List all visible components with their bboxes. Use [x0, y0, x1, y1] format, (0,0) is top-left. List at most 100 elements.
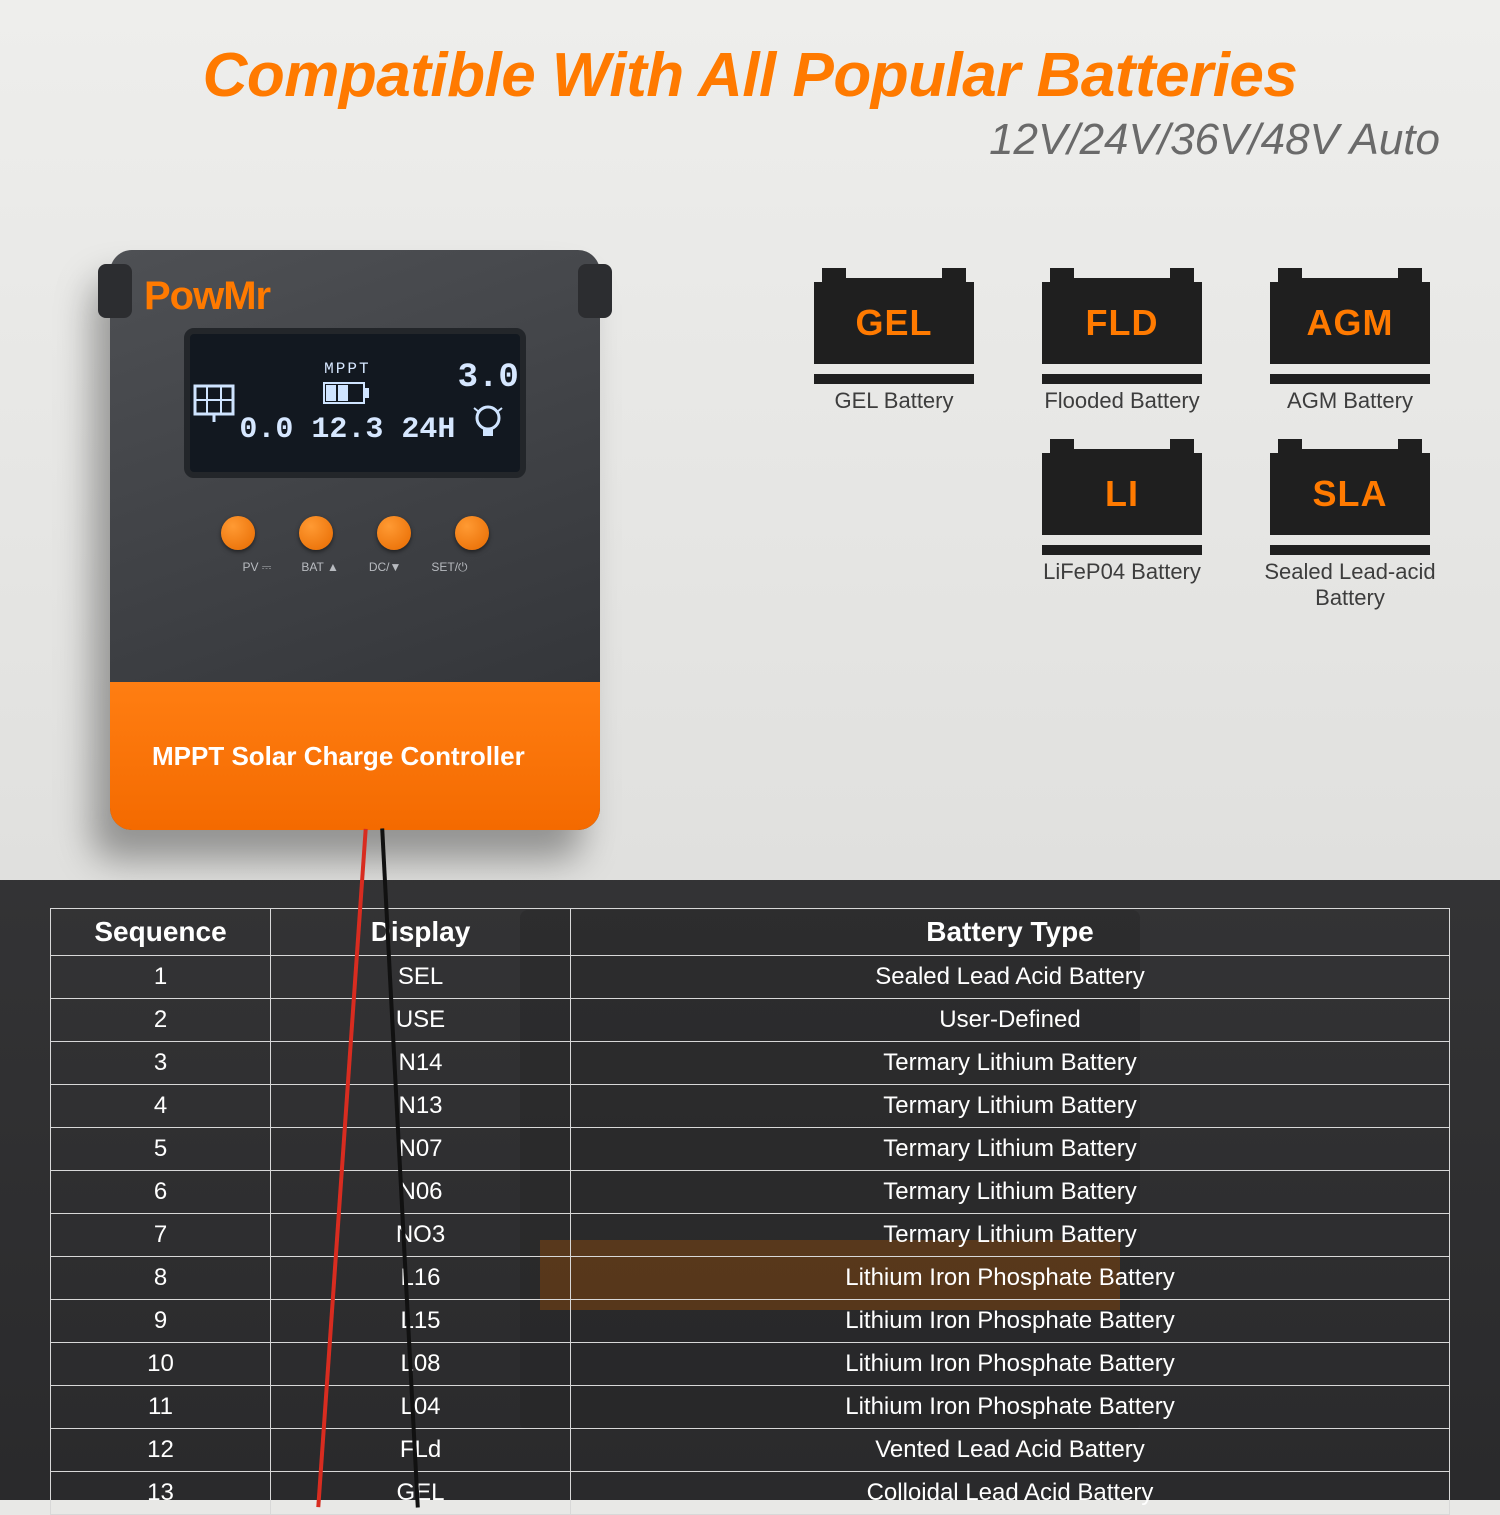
table-head-row: SequenceDisplayBattery Type — [51, 909, 1450, 956]
device-lcd: MPPT 0.0 12.3 24H 3.0 — [184, 328, 526, 478]
btn-label-4: SET/⏻ — [431, 560, 467, 575]
table-cell: 11 — [51, 1386, 271, 1429]
table-cell: Termary Lithium Battery — [571, 1085, 1450, 1128]
table-row: 1SELSealed Lead Acid Battery — [51, 956, 1450, 999]
battery-code: SLA — [1313, 473, 1388, 515]
table-cell: NO3 — [271, 1214, 571, 1257]
table-cell: N14 — [271, 1042, 571, 1085]
table-row: 7NO3Termary Lithium Battery — [51, 1214, 1450, 1257]
lcd-v1: 0.0 — [239, 413, 293, 447]
battery-label: Sealed Lead-acid Battery — [1248, 559, 1452, 610]
table-cell: L08 — [271, 1343, 571, 1386]
device-brand: PowMr — [144, 274, 270, 319]
table-cell: GEL — [271, 1472, 571, 1515]
battery-code: GEL — [855, 302, 932, 344]
battery-label: Flooded Battery — [1044, 388, 1199, 413]
device-button-1[interactable] — [221, 516, 255, 550]
headline: Compatible With All Popular Batteries — [0, 0, 1500, 111]
table-cell: N07 — [271, 1128, 571, 1171]
table-cell: Termary Lithium Battery — [571, 1214, 1450, 1257]
table-cell: N06 — [271, 1171, 571, 1214]
battery-label: GEL Battery — [834, 388, 953, 413]
lcd-v2: 12.3 — [311, 413, 383, 447]
table-cell: USE — [271, 999, 571, 1042]
table-cell: N13 — [271, 1085, 571, 1128]
table-cell: SEL — [271, 956, 571, 999]
table-cell: Lithium Iron Phosphate Battery — [571, 1343, 1450, 1386]
table-cell: 6 — [51, 1171, 271, 1214]
table-header-cell: Sequence — [51, 909, 271, 956]
sub-headline: 12V/24V/36V/48V Auto — [0, 115, 1500, 165]
table-cell: 9 — [51, 1300, 271, 1343]
device-buttons — [110, 516, 600, 550]
table-header-cell: Battery Type — [571, 909, 1450, 956]
table-cell: FLd — [271, 1429, 571, 1472]
battery-cell: SLA Sealed Lead-acid Battery — [1248, 439, 1452, 610]
battery-cell: LILiFeP04 Battery — [1020, 439, 1224, 610]
battery-code: FLD — [1086, 302, 1159, 344]
table-row: 10L08Lithium Iron Phosphate Battery — [51, 1343, 1450, 1386]
table-cell: Termary Lithium Battery — [571, 1171, 1450, 1214]
charge-controller-device: PowMr MPPT 0.0 12.3 24H — [110, 250, 600, 830]
battery-bar-icon — [323, 382, 371, 409]
table-cell: 7 — [51, 1214, 271, 1257]
device-button-3[interactable] — [377, 516, 411, 550]
btn-label-1: PV ⎓ — [242, 560, 271, 575]
table-cell: 5 — [51, 1128, 271, 1171]
table-row: 2USEUser-Defined — [51, 999, 1450, 1042]
battery-icon: SLA — [1260, 439, 1440, 549]
battery-cell: GEL GEL Battery — [792, 268, 996, 413]
table-cell: L16 — [271, 1257, 571, 1300]
table-header-cell: Display — [271, 909, 571, 956]
table-row: 8L16Lithium Iron Phosphate Battery — [51, 1257, 1450, 1300]
battery-code: AGM — [1307, 302, 1394, 344]
battery-icon: FLD — [1032, 268, 1212, 378]
table-row: 3N14Termary Lithium Battery — [51, 1042, 1450, 1085]
lcd-corner: 3.0 — [458, 359, 519, 397]
table-cell: 3 — [51, 1042, 271, 1085]
table-row: 11L04Lithium Iron Phosphate Battery — [51, 1386, 1450, 1429]
battery-code: LI — [1105, 473, 1139, 515]
table-row: 5N07Termary Lithium Battery — [51, 1128, 1450, 1171]
table-cell: Vented Lead Acid Battery — [571, 1429, 1450, 1472]
battery-cell: FLD Flooded Battery — [1020, 268, 1224, 413]
lcd-v3: 24H — [401, 413, 455, 447]
bulb-icon — [471, 403, 505, 448]
table-cell: Lithium Iron Phosphate Battery — [571, 1300, 1450, 1343]
table-row: 13GELColloidal Lead Acid Battery — [51, 1472, 1450, 1515]
table-cell: Termary Lithium Battery — [571, 1042, 1450, 1085]
battery-type-table: SequenceDisplayBattery Type 1SELSealed L… — [50, 908, 1450, 1515]
battery-label: AGM Battery — [1287, 388, 1413, 413]
table-cell: Lithium Iron Phosphate Battery — [571, 1386, 1450, 1429]
table-cell: 8 — [51, 1257, 271, 1300]
table-cell: User-Defined — [571, 999, 1450, 1042]
btn-label-3: DC/▼ — [369, 560, 402, 575]
table-cell: 13 — [51, 1472, 271, 1515]
table-cell: Termary Lithium Battery — [571, 1128, 1450, 1171]
bottom-section: SequenceDisplayBattery Type 1SELSealed L… — [0, 880, 1500, 1500]
table-cell: 4 — [51, 1085, 271, 1128]
battery-icon: AGM — [1260, 268, 1440, 378]
device-button-4[interactable] — [455, 516, 489, 550]
table-row: 6N06Termary Lithium Battery — [51, 1171, 1450, 1214]
battery-icon: GEL — [804, 268, 984, 378]
table-cell: 12 — [51, 1429, 271, 1472]
top-section: Compatible With All Popular Batteries 12… — [0, 0, 1500, 880]
btn-label-2: BAT ▲ — [301, 560, 338, 575]
table-cell: Sealed Lead Acid Battery — [571, 956, 1450, 999]
battery-grid: GEL GEL Battery FLD Flooded Battery AGM AGM B… — [792, 268, 1452, 610]
lcd-mode: MPPT — [324, 360, 370, 378]
table-row: 4N13Termary Lithium Battery — [51, 1085, 1450, 1128]
battery-icon: LI — [1032, 439, 1212, 549]
device-button-labels: PV ⎓ BAT ▲ DC/▼ SET/⏻ — [110, 560, 600, 575]
table-cell: 1 — [51, 956, 271, 999]
table-cell: 2 — [51, 999, 271, 1042]
table-cell: 10 — [51, 1343, 271, 1386]
lcd-readouts: MPPT 0.0 12.3 24H — [239, 360, 455, 447]
table-cell: L15 — [271, 1300, 571, 1343]
table-cell: Lithium Iron Phosphate Battery — [571, 1257, 1450, 1300]
device-button-2[interactable] — [299, 516, 333, 550]
table-row: 9L15Lithium Iron Phosphate Battery — [51, 1300, 1450, 1343]
device-foot-label: MPPT Solar Charge Controller — [110, 682, 600, 830]
solar-panel-icon — [191, 380, 237, 426]
